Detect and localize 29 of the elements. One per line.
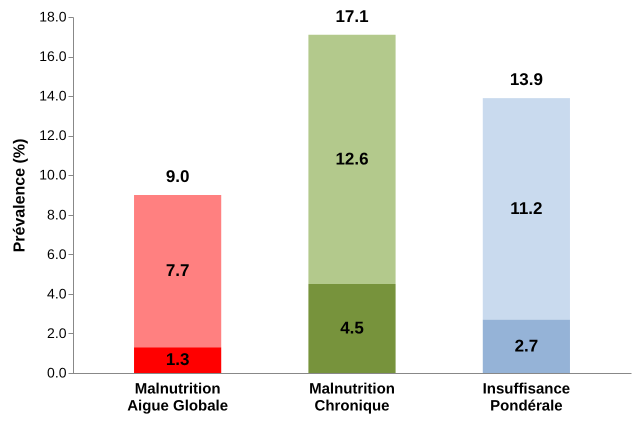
y-tick-label: 0.0: [47, 364, 67, 380]
bar: [482, 320, 570, 373]
bar: [134, 195, 222, 348]
y-axis-title: Prévalence (%): [11, 138, 28, 252]
data-label: 11.2: [510, 198, 542, 218]
data-label: 7.7: [166, 261, 190, 280]
data-label: 1.3: [166, 350, 190, 370]
x-tick-label: Malnutrition Aigue Globale: [127, 380, 228, 414]
data-label: 2.7: [514, 336, 538, 356]
y-tick-label: 18.0: [39, 8, 67, 24]
y-tick-label: 16.0: [39, 48, 67, 64]
total-label: 9.0: [166, 167, 190, 186]
y-tick-label: 10.0: [39, 166, 67, 183]
y-tick-label: 2.0: [47, 324, 67, 341]
bar: [308, 284, 396, 373]
total-label: 17.1: [335, 6, 369, 26]
y-tick-label: 12.0: [39, 127, 67, 144]
x-tick-label: Insuffisance Pondérale: [482, 380, 570, 414]
bar: [134, 347, 222, 373]
data-label: 12.6: [335, 149, 369, 168]
y-tick-label: 14.0: [39, 88, 67, 104]
y-tick-label: 4.0: [47, 285, 67, 302]
y-tick-label: 6.0: [47, 246, 67, 262]
data-label: 4.5: [340, 318, 364, 338]
x-tick-label: Malnutrition Chronique: [309, 380, 395, 414]
bar: [482, 98, 570, 320]
y-tick-label: 8.0: [47, 206, 67, 222]
bar: [308, 34, 396, 284]
total-label: 13.9: [510, 70, 543, 90]
